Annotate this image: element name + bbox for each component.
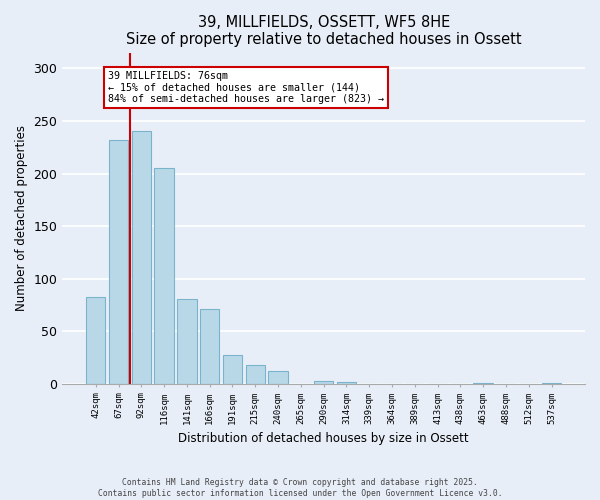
Bar <box>86 296 106 384</box>
Bar <box>109 140 128 384</box>
Bar <box>268 371 288 384</box>
Bar <box>337 382 356 384</box>
Text: Contains HM Land Registry data © Crown copyright and database right 2025.
Contai: Contains HM Land Registry data © Crown c… <box>98 478 502 498</box>
Bar <box>314 380 334 384</box>
Title: 39, MILLFIELDS, OSSETT, WF5 8HE
Size of property relative to detached houses in : 39, MILLFIELDS, OSSETT, WF5 8HE Size of … <box>126 15 521 48</box>
Bar <box>154 168 174 384</box>
Y-axis label: Number of detached properties: Number of detached properties <box>15 126 28 312</box>
Bar <box>200 309 220 384</box>
Text: 39 MILLFIELDS: 76sqm
← 15% of detached houses are smaller (144)
84% of semi-deta: 39 MILLFIELDS: 76sqm ← 15% of detached h… <box>108 70 384 104</box>
Bar <box>177 298 197 384</box>
Bar <box>542 382 561 384</box>
Bar <box>223 356 242 384</box>
Bar <box>131 130 151 384</box>
Bar <box>473 382 493 384</box>
X-axis label: Distribution of detached houses by size in Ossett: Distribution of detached houses by size … <box>178 432 469 445</box>
Bar <box>245 365 265 384</box>
